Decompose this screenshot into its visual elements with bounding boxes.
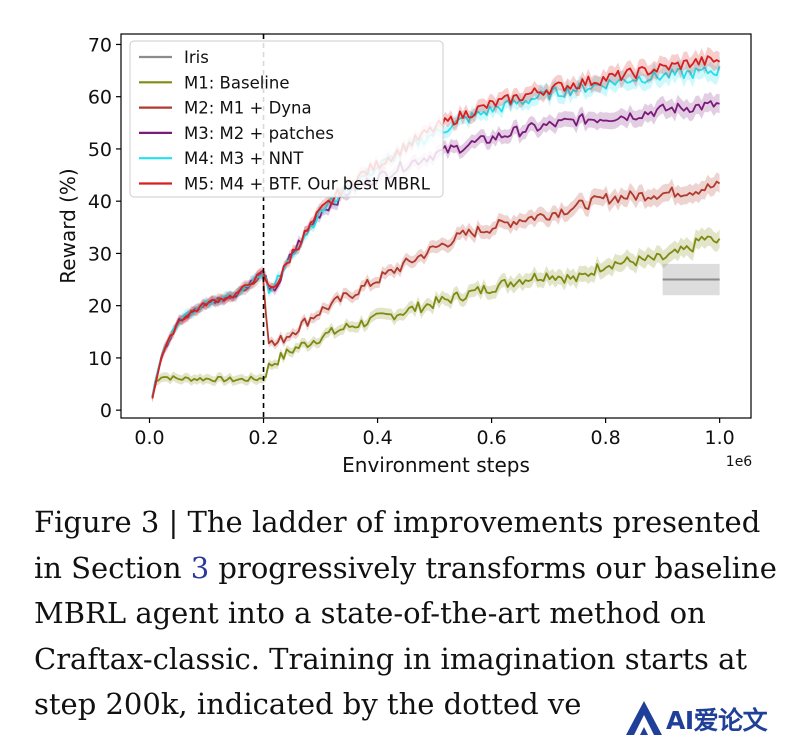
legend-label: M2: M1 + Dyna [184, 99, 312, 118]
x-tick-label: 0.8 [591, 427, 621, 449]
y-tick-label: 30 [88, 243, 112, 265]
figure-caption: Figure 3 | The ladder of improvements pr… [34, 500, 784, 728]
caption-line: Craftax-classic. Training in imagination… [34, 641, 748, 676]
y-tick-label: 70 [88, 34, 112, 56]
x-tick-label: 0.6 [476, 427, 506, 449]
y-axis-label: Reward (%) [56, 168, 80, 283]
y-tick-label: 20 [88, 296, 112, 318]
y-tick-label: 50 [88, 139, 112, 161]
caption-line: in Section 3 progressively transforms ou… [34, 546, 784, 592]
caption-line: Figure 3 | The ladder of improvements pr… [34, 505, 761, 539]
caption-line: step 200k, indicated by the dotted ve [34, 687, 582, 721]
y-tick-label: 10 [88, 348, 112, 370]
legend: Iris M1: Baseline M2: M1 + Dyna M3: M2 + pa… [129, 40, 444, 198]
series-line-1 [151, 235, 721, 398]
caption-text: in Section [34, 550, 191, 585]
y-tick-label: 40 [88, 191, 112, 213]
watermark-text: AI爱论文 [666, 706, 768, 735]
legend-frame [129, 40, 444, 198]
legend-label: Iris [184, 48, 209, 67]
x-axis: 0.0 0.2 0.4 0.6 0.8 1.0 [134, 418, 735, 449]
legend-label: M3: M2 + patches [184, 124, 334, 143]
y-tick-label: 0 [100, 400, 112, 422]
section-reference-link[interactable]: 3 [190, 550, 210, 585]
x-tick-label: 0.0 [134, 427, 164, 449]
x-tick-label: 1.0 [705, 427, 735, 449]
legend-label: M5: M4 + BTF. Our best MBRL [184, 175, 431, 194]
plot-frame [120, 33, 752, 419]
y-axis: 0 10 20 30 40 50 60 70 [88, 34, 121, 422]
caption-line: MBRL agent into a state-of-the-art metho… [34, 596, 706, 630]
caption-text: progressively transforms our baseline [209, 550, 777, 585]
x-tick-label: 0.2 [248, 427, 278, 449]
x-tick-label: 0.4 [362, 427, 392, 449]
y-tick-label: 60 [88, 87, 112, 109]
series-line-2 [151, 180, 721, 397]
x-axis-label: Environment steps [342, 453, 530, 477]
watermark-logo-icon [626, 701, 662, 735]
x-axis-offset-label: 1e6 [726, 454, 753, 470]
series-band [152, 227, 720, 402]
series-band [152, 172, 720, 401]
watermark: AI爱论文 [620, 696, 807, 746]
legend-label: M4: M3 + NNT [184, 149, 304, 168]
legend-label: M1: Baseline [184, 73, 290, 92]
reward-chart: 0.0 0.2 0.4 0.6 0.8 1.0 0 10 20 30 40 50 60 70 Envir… [56, 33, 753, 477]
